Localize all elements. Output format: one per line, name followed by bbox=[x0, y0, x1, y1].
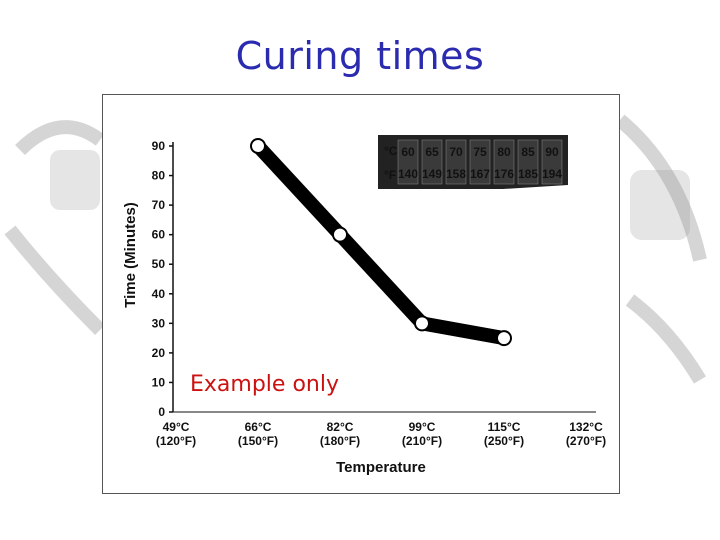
x-tick-label-fahrenheit: (270°F) bbox=[566, 434, 606, 448]
x-tick-label-celsius: 49°C bbox=[163, 420, 190, 434]
y-tick-label: 60 bbox=[152, 228, 166, 242]
x-axis: 49°C(120°F) 66°C(150°F) 82°C(180°F) 99°C(21… bbox=[156, 411, 606, 448]
curing-chart: 0 10 20 30 40 50 60 70 80 90 49°C(120°F) 66°C(150°… bbox=[122, 135, 606, 476]
annotation-box bbox=[185, 365, 355, 397]
x-tick-label-fahrenheit: (150°F) bbox=[238, 434, 278, 448]
data-point bbox=[250, 138, 266, 154]
y-tick-label: 90 bbox=[152, 139, 166, 153]
thermo-cell bbox=[397, 139, 419, 185]
x-tick-label-celsius: 82°C bbox=[327, 420, 354, 434]
thermometer-label: °C °F 60 140 65 149 70 158 75 167 80 176 85 185 90 19… bbox=[378, 135, 568, 189]
y-tick-label: 70 bbox=[152, 198, 166, 212]
thermo-cell-c-value: 65 bbox=[425, 145, 439, 159]
chart-frame: 0 10 20 30 40 50 60 70 80 90 49°C (120°F) 66°C (150°… bbox=[102, 94, 620, 494]
thermo-cell-f-value: 158 bbox=[446, 167, 466, 181]
data-point bbox=[332, 226, 348, 243]
x-tick-label-fahrenheit: (250°F) bbox=[484, 434, 524, 448]
thermo-cell bbox=[445, 139, 467, 185]
x-tick-label-fahrenheit: (180°F) bbox=[320, 434, 360, 448]
y-axis: 0 10 20 30 40 50 60 70 80 90 bbox=[152, 139, 174, 419]
thermo-cell-c-value: 90 bbox=[545, 145, 559, 159]
y-tick-label: 10 bbox=[152, 375, 166, 389]
slide-title: Curing times bbox=[235, 34, 485, 78]
thermo-cell-f-value: 176 bbox=[494, 167, 514, 181]
y-tick-label: 80 bbox=[152, 169, 166, 183]
x-tick-label-celsius: 99°C bbox=[409, 420, 436, 434]
y-tick-label: 20 bbox=[152, 346, 166, 360]
thermo-cell-f-value: 185 bbox=[518, 167, 538, 181]
y-tick-label: 30 bbox=[152, 316, 166, 330]
thermo-cell-c-value: 80 bbox=[497, 145, 511, 159]
x-tick-label-celsius: 115°C bbox=[488, 420, 521, 434]
thermo-cell bbox=[517, 139, 539, 185]
thermo-cell-c-value: 60 bbox=[401, 145, 415, 159]
thermo-cell-f-value: 149 bbox=[422, 167, 442, 181]
series-line bbox=[251, 139, 511, 346]
thermo-cell bbox=[469, 139, 491, 185]
thermo-cell-f-value: 194 bbox=[542, 167, 562, 181]
thermo-scale-c: °C bbox=[384, 144, 398, 158]
thermo-cell bbox=[541, 139, 563, 185]
y-tick-label: 40 bbox=[152, 287, 166, 301]
thermo-cell bbox=[421, 139, 443, 185]
y-tick-label: 50 bbox=[152, 257, 166, 271]
thermo-cell-c-value: 75 bbox=[473, 145, 487, 159]
x-tick-label-fahrenheit: (210°F) bbox=[402, 434, 442, 448]
thermo-cell-c-value: 70 bbox=[449, 145, 463, 159]
plot-area bbox=[250, 138, 512, 347]
x-tick-label-celsius: 66°C bbox=[245, 420, 272, 434]
thermo-cell-c-value: 85 bbox=[521, 145, 535, 159]
x-tick-label-fahrenheit: (120°F) bbox=[156, 434, 196, 448]
data-point bbox=[496, 330, 512, 347]
thermo-scale-f: °F bbox=[384, 168, 396, 182]
annotation-example-only: Example only bbox=[190, 372, 339, 397]
y-tick-label: 0 bbox=[158, 405, 165, 419]
thermo-cell-f-value: 140 bbox=[398, 167, 418, 181]
data-point bbox=[414, 315, 430, 332]
thermo-cell bbox=[493, 139, 515, 185]
y-axis-title: Time (Minutes) bbox=[122, 202, 139, 308]
x-axis-title: Temperature bbox=[336, 459, 426, 476]
x-tick-label-celsius: 132°C bbox=[569, 420, 603, 434]
thermo-cell-f-value: 167 bbox=[470, 167, 490, 181]
